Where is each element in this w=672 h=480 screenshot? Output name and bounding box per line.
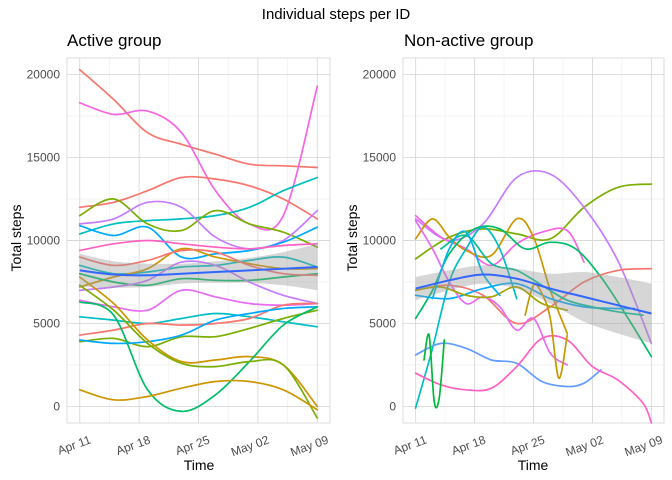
active-series-line-11 bbox=[78, 272, 319, 287]
active-series-line-5 bbox=[78, 198, 319, 248]
active-panel-border bbox=[66, 57, 331, 424]
active-y-tick-label: 10000 bbox=[27, 234, 61, 248]
non-active-panel-border bbox=[402, 57, 665, 424]
non-active-series-line-4 bbox=[414, 217, 569, 335]
active-y-tick-label: 20000 bbox=[27, 68, 61, 82]
non-active-series-line-14 bbox=[524, 283, 569, 380]
active-y-tick-label: 15000 bbox=[27, 151, 61, 165]
non-active-y-tick-label: 15000 bbox=[363, 151, 397, 165]
active-series-line-17 bbox=[78, 306, 319, 345]
non-active-confidence-ribbon bbox=[415, 265, 652, 344]
non-active-y-axis-title: Total steps bbox=[344, 205, 360, 272]
active-y-tick-label: 0 bbox=[53, 399, 60, 413]
figure-title: Individual steps per ID bbox=[262, 6, 411, 23]
active-series-line-3 bbox=[78, 175, 319, 220]
non-active-panel-title: Non-active group bbox=[404, 31, 533, 50]
active-series-line-2 bbox=[78, 85, 319, 231]
non-active-series-line-9 bbox=[414, 219, 569, 366]
non-active-series-line-12 bbox=[414, 342, 602, 388]
non-active-series-line-8 bbox=[414, 282, 636, 310]
active-panel-title: Active group bbox=[67, 31, 162, 50]
non-active-y-tick-label: 0 bbox=[389, 399, 396, 413]
non-active-x-axis-title: Time bbox=[518, 457, 549, 473]
active-x-axis-title: Time bbox=[184, 457, 215, 473]
active-series-line-12 bbox=[78, 260, 319, 305]
non-active-trend-line bbox=[415, 273, 652, 315]
active-series-line-21 bbox=[78, 379, 319, 411]
active-series-line-16 bbox=[78, 309, 319, 348]
non-active-y-tick-label: 5000 bbox=[369, 316, 396, 330]
active-y-tick-label: 5000 bbox=[33, 316, 60, 330]
active-confidence-ribbon bbox=[79, 243, 318, 291]
active-series-line-7 bbox=[78, 224, 319, 260]
active-series-line-15 bbox=[78, 302, 319, 336]
active-y-axis-title: Total steps bbox=[8, 205, 24, 272]
active-series-line-1 bbox=[78, 68, 319, 169]
active-series-line-22 bbox=[78, 248, 319, 277]
non-active-y-tick-label: 20000 bbox=[363, 68, 397, 82]
non-active-series-line-6 bbox=[414, 226, 518, 409]
non-active-y-tick-label: 10000 bbox=[363, 234, 397, 248]
non-active-series-line-15 bbox=[423, 333, 446, 409]
non-active-series-line-13 bbox=[414, 334, 653, 424]
non-active-series-line-10 bbox=[414, 286, 569, 312]
active-series-line-4 bbox=[78, 176, 319, 235]
active-series-line-6 bbox=[78, 200, 319, 250]
non-active-series-line-3 bbox=[414, 214, 585, 267]
active-series-line-20 bbox=[78, 284, 319, 419]
active-series-line-8 bbox=[78, 239, 319, 252]
non-active-series-line-16 bbox=[431, 230, 501, 300]
active-trend-line bbox=[79, 266, 318, 277]
active-series-line-19 bbox=[78, 301, 319, 413]
